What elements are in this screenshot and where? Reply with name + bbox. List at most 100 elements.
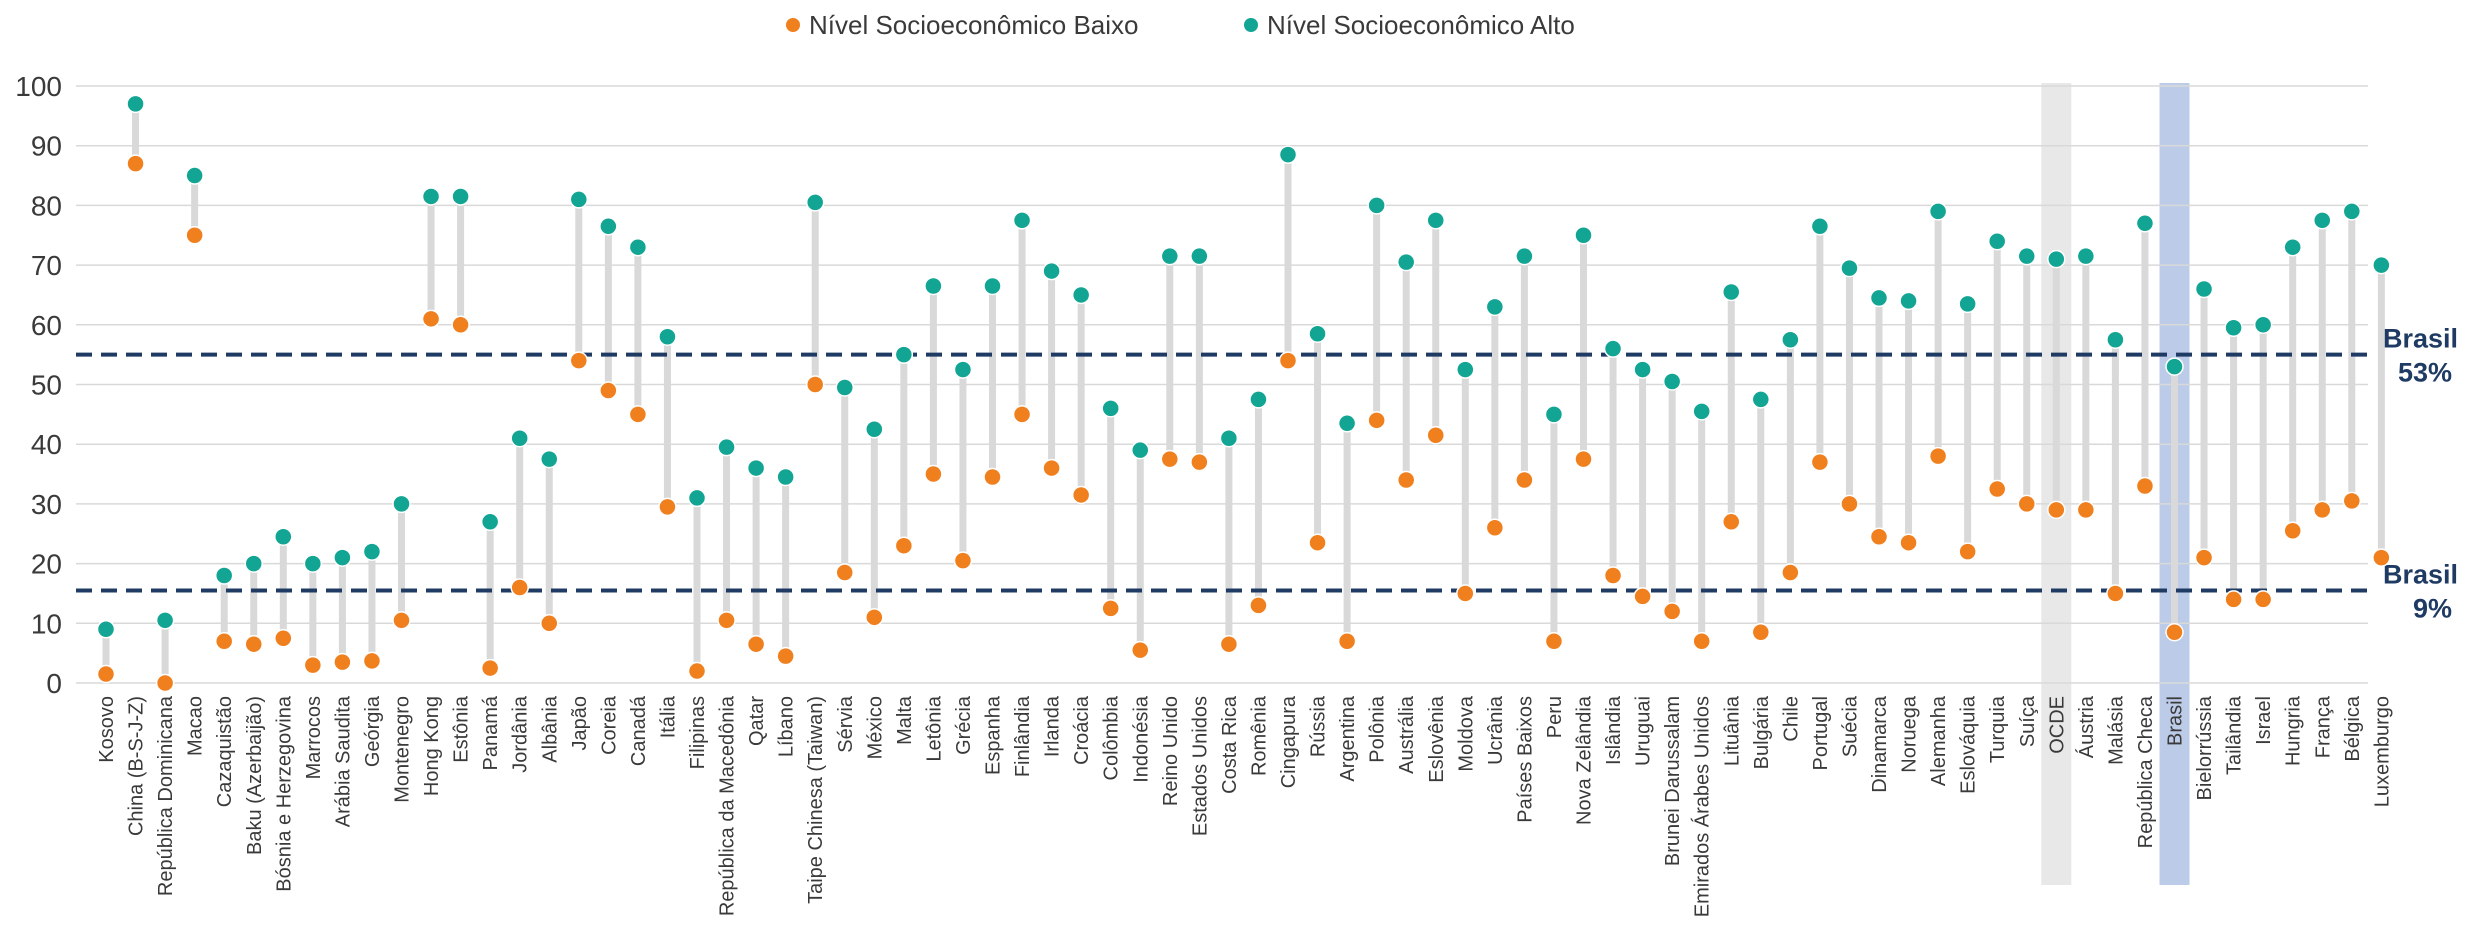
high-point	[480, 512, 500, 532]
low-point	[2313, 500, 2332, 520]
high-point	[1131, 440, 1150, 460]
high-point	[185, 166, 204, 185]
low-point	[2047, 500, 2066, 520]
high-point	[1662, 372, 1682, 391]
low-point	[1367, 411, 1386, 430]
high-point	[392, 494, 411, 514]
x-tick-label: China (B-S-J-Z)	[126, 696, 148, 836]
low-point	[510, 578, 529, 597]
low-point	[1190, 452, 1209, 472]
high-point	[2076, 246, 2096, 266]
high-point	[96, 620, 116, 639]
legend-low-marker	[786, 18, 800, 32]
y-tick-label: 70	[31, 250, 62, 281]
low-point	[1544, 631, 1564, 651]
low-point	[2076, 500, 2096, 520]
high-point	[776, 467, 795, 487]
high-point	[2106, 330, 2125, 349]
x-tick-label: Uruguai	[1633, 696, 1655, 766]
low-point	[1249, 596, 1268, 615]
x-tick-label: Japão	[569, 696, 591, 751]
high-point	[1987, 231, 2007, 251]
low-point	[244, 634, 263, 654]
x-tick-label: Marrocos	[303, 696, 325, 779]
low-point	[451, 315, 470, 335]
high-point	[1574, 226, 1593, 245]
x-tick-label: Albânia	[539, 695, 561, 763]
low-point	[1456, 584, 1475, 603]
x-tick-label: Arábia Saudita	[332, 695, 354, 827]
high-point	[1337, 414, 1357, 433]
x-tick-label: Suécia	[1839, 695, 1861, 757]
y-tick-label: 50	[31, 370, 62, 401]
x-tick-label: Nova Zelândia	[1574, 695, 1596, 825]
reference-lines-layer: Brasil 53% Brasil 9%	[76, 324, 2458, 623]
x-tick-label: Austrália	[1396, 695, 1418, 774]
stems-layer	[102, 103, 2385, 683]
low-point	[480, 658, 500, 678]
x-tick-label: Romênia	[1248, 695, 1270, 776]
low-point	[1278, 351, 1298, 370]
high-point	[155, 611, 175, 630]
high-point	[214, 566, 234, 585]
high-point	[2253, 315, 2273, 335]
y-tick-label: 80	[31, 190, 62, 221]
low-point	[1869, 527, 1889, 546]
high-point	[303, 554, 323, 573]
high-point	[1958, 294, 1977, 314]
y-tick-label: 60	[31, 310, 62, 341]
low-point	[2224, 590, 2243, 609]
x-tick-label: México	[864, 696, 886, 759]
x-tick-label: Canadá	[628, 695, 650, 766]
low-point	[835, 563, 854, 582]
low-point	[1101, 599, 1120, 618]
high-point	[983, 276, 1002, 296]
x-tick-label: Colômbia	[1101, 695, 1123, 780]
low-point	[1574, 449, 1593, 469]
x-tick-label: Bélgica	[2342, 695, 2364, 761]
x-tick-label: Malásia	[2105, 695, 2127, 765]
low-point	[924, 464, 943, 484]
x-tick-label: Brunei Darussalam	[1662, 696, 1684, 866]
low-point	[2194, 548, 2214, 567]
x-tick-label: Costa Rica	[1219, 695, 1241, 794]
high-point	[1485, 297, 1505, 317]
x-tick-label: Kosovo	[96, 696, 118, 763]
low-point	[569, 351, 589, 370]
reference-label-name: Brasil	[2383, 324, 2458, 354]
low-point	[1485, 518, 1505, 538]
low-point	[185, 226, 204, 245]
high-point	[2372, 255, 2391, 275]
low-point	[1515, 470, 1534, 490]
reference-label-value: 9%	[2413, 593, 2452, 623]
x-tick-label: Suíça	[2017, 695, 2039, 747]
high-point	[1781, 330, 1800, 349]
high-point	[1278, 145, 1298, 164]
y-tick-label: 100	[15, 71, 62, 102]
x-tick-label: Brasil	[2165, 696, 2187, 746]
low-point	[2253, 590, 2273, 609]
x-tick-label: República Dominicana	[155, 695, 177, 896]
high-point	[1869, 288, 1889, 308]
y-tick-label: 10	[31, 608, 62, 639]
low-point	[658, 497, 677, 517]
high-point	[1899, 291, 1918, 311]
low-point	[599, 381, 618, 400]
high-point	[835, 378, 854, 397]
x-tick-label: Moldova	[1455, 695, 1477, 771]
low-point	[1308, 533, 1327, 552]
low-point	[214, 631, 234, 651]
low-point	[2372, 548, 2391, 567]
x-tick-label: Estônia	[451, 695, 473, 763]
high-point	[1840, 258, 1859, 278]
y-axis-ticks-layer: 0 10 20 30 40 50 60 70 80 90 100	[15, 71, 62, 699]
x-tick-label: Qatar	[746, 696, 768, 746]
low-point	[2165, 623, 2184, 642]
low-point	[776, 646, 795, 666]
high-point	[126, 94, 145, 114]
x-tick-label: República Checa	[2135, 695, 2157, 848]
high-point	[510, 428, 529, 448]
low-point	[1012, 405, 1032, 424]
x-tick-label: Baku (Azerbaijão)	[244, 696, 266, 855]
y-tick-label: 0	[46, 668, 62, 699]
